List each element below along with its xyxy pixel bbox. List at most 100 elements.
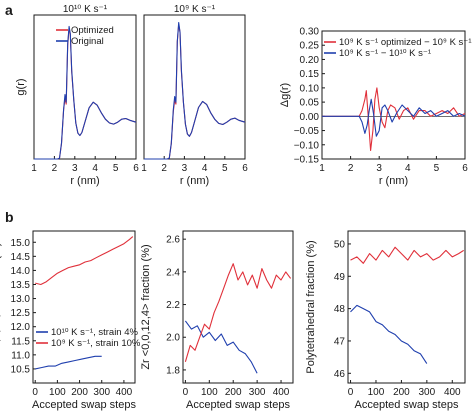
y-tick-label: 15.0 <box>11 238 31 249</box>
y-tick-label: 13.5 <box>11 280 31 291</box>
chart-b2: 0 100 200 300 400 1.8 2.0 2.2 2.4 2.6 Accepted swa… <box>140 230 294 411</box>
y-axis-label: Polytetrahedral fraction (%) <box>305 240 317 373</box>
x-tick-label: 400 <box>444 387 461 398</box>
y-axis-label: g(r) <box>15 78 27 95</box>
chart-title: 10⁹ K s⁻¹ <box>174 4 216 15</box>
chart-title: 10¹⁰ K s⁻¹ <box>63 4 108 15</box>
x-tick-label: 3 <box>376 163 382 174</box>
x-tick-label: 400 <box>273 387 290 398</box>
x-tick-label: 1 <box>319 163 325 174</box>
legend-entry: Optimized <box>71 25 114 36</box>
legend-entry: 10⁹ K s⁻¹ optimized − 10⁹ K s⁻¹ <box>339 37 471 48</box>
y-tick-label: 2.6 <box>166 235 180 246</box>
series-line <box>34 25 137 160</box>
y-tick-label: 50 <box>334 239 346 250</box>
x-tick-label: 100 <box>201 387 218 398</box>
x-tick-label: 4 <box>405 163 411 174</box>
x-tick-label: 6 <box>242 163 248 174</box>
y-tick-label: 1.8 <box>166 365 180 376</box>
x-tick-label: 5 <box>222 163 228 174</box>
x-tick-label: 0 <box>348 387 354 398</box>
y-tick-label: −0.15 <box>294 155 320 166</box>
x-tick-label: 100 <box>49 387 66 398</box>
y-tick-label: 0.25 <box>300 41 320 52</box>
legend-entry: 10⁹ K s⁻¹, strain 10% <box>51 338 141 349</box>
series-line <box>144 23 246 160</box>
series-line <box>35 236 134 286</box>
y-tick-label: 2.4 <box>166 267 180 278</box>
chart-b1: 0 100 200 300 400 10.5 11.0 11.5 12.0 12.5 13.0 13.… <box>0 230 141 411</box>
x-axis-label: Accepted swap steps <box>186 399 290 411</box>
y-tick-label: 0.10 <box>300 83 320 94</box>
plot-frame <box>321 30 466 160</box>
plot-frame <box>32 230 136 384</box>
y-tick-label: −0.05 <box>294 126 320 137</box>
x-tick-label: 300 <box>249 387 266 398</box>
y-tick-label: 11.5 <box>11 336 30 347</box>
legend-entry: 10¹⁰ K s⁻¹, strain 4% <box>51 327 139 338</box>
chart-a3: 1 2 3 4 5 6 −0.15 −0.10 −0.05 0.00 0.05 0.10 0.15 0.2… <box>279 27 471 188</box>
series-line <box>322 98 466 137</box>
x-axis-label: r (nm) <box>70 175 99 187</box>
plot-frame <box>347 230 466 384</box>
y-tick-label: 12.0 <box>11 322 31 333</box>
x-tick-label: 5 <box>434 163 440 174</box>
y-tick-label: 10.5 <box>11 364 31 375</box>
x-tick-label: 300 <box>419 387 436 398</box>
y-axis-label: Cu <0,0,12,0> fraction (%) <box>0 242 2 371</box>
y-tick-label: 0.05 <box>300 98 320 109</box>
x-axis-label: Accepted swap steps <box>32 399 136 411</box>
y-axis-label: Δg(r) <box>279 83 291 107</box>
y-tick-label: 2.2 <box>166 300 180 311</box>
plot-frame <box>182 230 294 384</box>
chart-a2: 1 2 3 4 5 6 r (nm) 10⁹ K s⁻¹ <box>141 4 248 187</box>
x-tick-label: 6 <box>462 163 468 174</box>
x-tick-label: 6 <box>133 163 139 174</box>
y-tick-label: 2.0 <box>166 333 180 344</box>
x-tick-label: 3 <box>182 163 188 174</box>
panel-letter-b: b <box>5 209 14 225</box>
x-tick-label: 0 <box>183 387 189 398</box>
y-tick-label: 47 <box>334 336 346 347</box>
series-line <box>350 304 428 364</box>
x-tick-label: 200 <box>71 387 88 398</box>
y-tick-label: −0.10 <box>294 140 320 151</box>
plot-frame <box>143 14 246 160</box>
y-tick-label: 11.0 <box>11 350 30 361</box>
x-tick-label: 1 <box>31 163 37 174</box>
y-tick-label: 0.00 <box>300 112 320 123</box>
y-tick-label: 48 <box>334 304 346 315</box>
plot-frame <box>33 14 137 160</box>
series-line <box>350 246 464 264</box>
y-tick-label: 0.30 <box>300 27 320 38</box>
y-tick-label: 46 <box>334 369 346 380</box>
series-line <box>322 87 466 152</box>
y-tick-label: 14.5 <box>11 252 31 263</box>
y-tick-label: 13.0 <box>11 294 31 305</box>
x-axis-label: r (nm) <box>180 175 209 187</box>
series-line <box>184 263 292 362</box>
legend-entry: Original <box>71 36 104 47</box>
x-tick-label: 2 <box>52 163 58 174</box>
x-tick-label: 200 <box>393 387 410 398</box>
x-tick-label: 400 <box>116 387 133 398</box>
x-tick-label: 200 <box>225 387 242 398</box>
panel-letter-a: a <box>5 2 13 18</box>
x-tick-label: 4 <box>92 163 98 174</box>
series-line <box>34 27 137 160</box>
y-axis-label: Zr <0,0,12,4> fraction (%) <box>140 244 152 369</box>
x-tick-label: 0 <box>32 387 38 398</box>
series-line <box>35 355 102 370</box>
chart-a1: 1 2 3 4 5 6 r (nm) g(r) 10¹⁰ K s⁻¹ OptimizedOrigi… <box>15 4 139 187</box>
x-tick-label: 2 <box>161 163 167 174</box>
y-tick-label: 12.5 <box>11 308 31 319</box>
x-tick-label: 5 <box>113 163 119 174</box>
chart-b3: 0 100 200 300 400 46 47 48 49 50 Accepted swap ste… <box>305 230 466 411</box>
y-tick-label: 0.15 <box>300 69 320 80</box>
x-tick-label: 300 <box>93 387 110 398</box>
y-tick-label: 14.0 <box>11 266 31 277</box>
x-tick-label: 100 <box>368 387 385 398</box>
x-tick-label: 3 <box>72 163 78 174</box>
y-tick-label: 0.20 <box>300 55 320 66</box>
x-axis-label: Accepted swap steps <box>355 399 459 411</box>
